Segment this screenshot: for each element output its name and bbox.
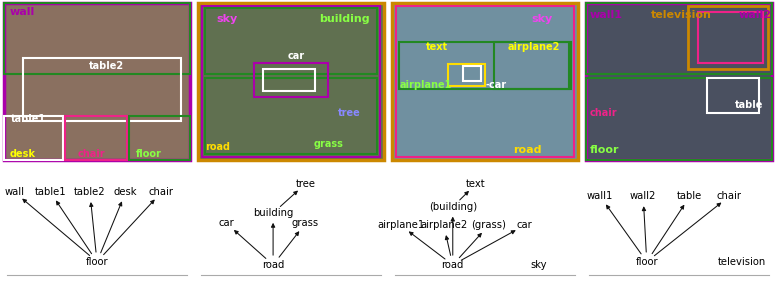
- Text: airplane2: airplane2: [508, 42, 559, 52]
- Text: table2: table2: [74, 187, 106, 197]
- Text: airplane2: airplane2: [420, 220, 467, 230]
- Bar: [698, 12, 763, 63]
- Text: television: television: [651, 10, 712, 20]
- Text: wall2: wall2: [630, 191, 656, 201]
- Bar: [586, 3, 772, 74]
- Text: building: building: [253, 208, 293, 218]
- Text: airplane1: airplane1: [377, 220, 424, 230]
- Text: wall: wall: [5, 187, 25, 197]
- Text: sky: sky: [531, 260, 547, 270]
- Text: airplane1: airplane1: [400, 80, 452, 89]
- Text: sky: sky: [532, 14, 553, 23]
- Bar: [65, 116, 126, 160]
- Text: desk: desk: [114, 187, 137, 197]
- Bar: [4, 116, 64, 160]
- Text: (building): (building): [428, 202, 476, 212]
- Text: table: table: [735, 100, 764, 110]
- Text: wall1: wall1: [587, 191, 613, 201]
- Text: road: road: [442, 260, 464, 270]
- Text: floor: floor: [137, 149, 162, 158]
- Text: text: text: [425, 42, 448, 52]
- Bar: [707, 78, 759, 113]
- Text: tree: tree: [338, 108, 360, 118]
- Text: floor: floor: [85, 257, 109, 267]
- Text: table1: table1: [12, 114, 47, 124]
- Text: table1: table1: [35, 187, 66, 197]
- Text: chair: chair: [590, 108, 617, 118]
- Text: chair: chair: [149, 187, 174, 197]
- Text: -car: -car: [485, 80, 506, 89]
- Bar: [586, 78, 772, 160]
- Text: car: car: [517, 220, 532, 230]
- Bar: [23, 58, 181, 121]
- Bar: [688, 6, 768, 69]
- Text: road: road: [513, 145, 542, 155]
- Text: road: road: [262, 260, 284, 270]
- Bar: [254, 63, 328, 97]
- Bar: [263, 69, 315, 91]
- Text: chair: chair: [78, 149, 106, 158]
- Bar: [206, 78, 376, 154]
- Bar: [448, 64, 485, 86]
- Bar: [4, 3, 190, 74]
- Text: wall: wall: [9, 7, 35, 17]
- Text: chair: chair: [717, 191, 742, 201]
- Text: (grass): (grass): [471, 220, 506, 230]
- Text: floor: floor: [590, 145, 619, 155]
- Text: building: building: [319, 14, 369, 23]
- Bar: [462, 66, 481, 82]
- Text: table: table: [677, 191, 702, 201]
- Bar: [206, 8, 376, 74]
- Text: wall1: wall1: [590, 10, 622, 20]
- Text: tree: tree: [296, 179, 315, 189]
- Text: text: text: [466, 179, 486, 189]
- Text: sky: sky: [217, 14, 237, 23]
- Text: wall2: wall2: [739, 10, 771, 20]
- Text: floor: floor: [636, 257, 658, 267]
- Text: car: car: [287, 51, 304, 61]
- Text: car: car: [219, 218, 234, 228]
- Text: grass: grass: [292, 218, 319, 228]
- Bar: [400, 42, 570, 89]
- Text: desk: desk: [9, 149, 36, 158]
- Text: television: television: [718, 257, 766, 267]
- Text: table2: table2: [88, 61, 124, 71]
- Text: road: road: [206, 142, 230, 152]
- Text: grass: grass: [314, 139, 343, 149]
- Bar: [494, 42, 569, 89]
- Bar: [129, 116, 190, 160]
